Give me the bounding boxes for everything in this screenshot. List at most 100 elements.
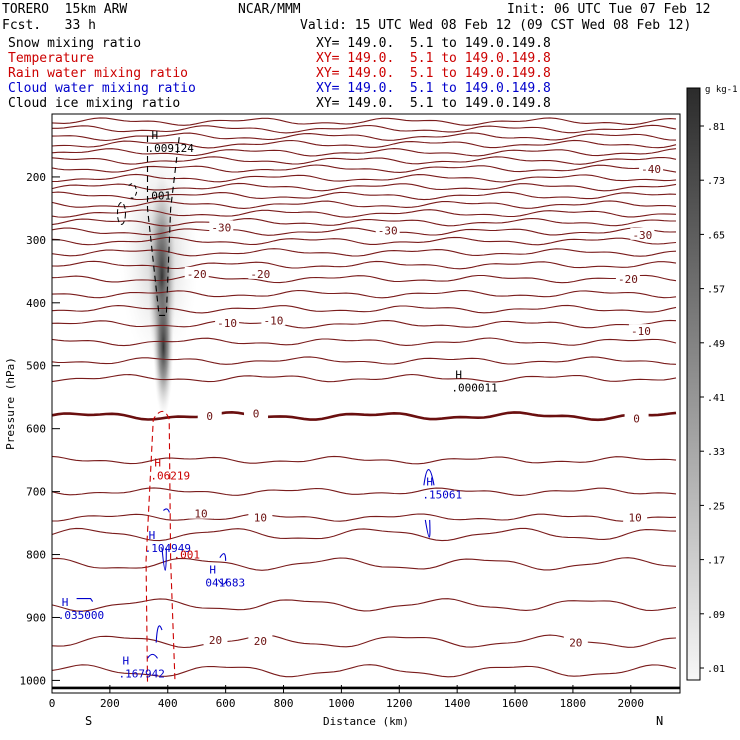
temperature-contour bbox=[51, 274, 677, 284]
temperature-contour bbox=[51, 557, 677, 571]
cloud-ice-contour bbox=[146, 135, 180, 316]
contour-label-mask bbox=[628, 324, 653, 337]
field-snow-name: Snow mixing ratio bbox=[8, 36, 142, 51]
field-maximum-label: .167942 bbox=[119, 668, 165, 681]
colorbar-label: .65 bbox=[707, 230, 725, 241]
x-tick-label: 400 bbox=[158, 697, 178, 710]
forecast-hour: Fcst. 33 h bbox=[2, 18, 96, 33]
temperature-contour bbox=[51, 487, 677, 496]
temperature-contour bbox=[52, 124, 677, 134]
temperature-contour-label: -30 bbox=[378, 224, 398, 237]
field-maximum-label: H bbox=[152, 129, 159, 142]
temperature-contour bbox=[51, 139, 677, 149]
temperature-contour bbox=[51, 164, 677, 173]
field-temperature-xy: XY= 149.0. 5.1 to 149.0.149.8 bbox=[316, 51, 551, 66]
north-end-label: N bbox=[656, 714, 663, 728]
field-temperature-name: Temperature bbox=[8, 51, 95, 66]
contour-label-mask bbox=[563, 635, 588, 648]
contour-label-mask bbox=[248, 633, 273, 646]
temperature-contour bbox=[51, 148, 677, 157]
temperature-contour bbox=[51, 260, 677, 270]
snow-plume-lower bbox=[153, 276, 174, 417]
cloud-water-contour bbox=[423, 469, 435, 538]
field-maximum-label: H bbox=[154, 456, 161, 469]
temperature-contour-label: -10 bbox=[631, 325, 651, 338]
init-time: Init: 06 UTC Tue 07 Feb 12 bbox=[507, 2, 711, 17]
field-cloud-ice-name: Cloud ice mixing ratio bbox=[8, 96, 181, 111]
field-cloud-water-xy: XY= 149.0. 5.1 to 149.0.149.8 bbox=[316, 81, 551, 96]
temperature-contour-label: -10 bbox=[217, 317, 237, 330]
contour-label-mask bbox=[623, 510, 648, 523]
field-maximum-label: H bbox=[209, 563, 216, 576]
y-axis-title: Pressure (hPa) bbox=[4, 357, 17, 450]
temperature-contour bbox=[51, 337, 677, 347]
temperature-contour bbox=[51, 236, 677, 246]
cloud-water-contour bbox=[76, 598, 94, 602]
field-maximum-label: 041683 bbox=[205, 576, 245, 589]
field-maximum-label: H bbox=[62, 596, 69, 609]
temperature-contour-label: -20 bbox=[187, 268, 207, 281]
field-rain-xy: XY= 149.0. 5.1 to 149.0.149.8 bbox=[316, 66, 551, 81]
temperature-contour bbox=[51, 248, 677, 257]
x-tick-label: 1200 bbox=[386, 697, 413, 710]
temperature-contour bbox=[51, 455, 677, 465]
temperature-contour bbox=[51, 373, 677, 383]
field-rain-name: Rain water mixing ratio bbox=[8, 66, 189, 81]
temperature-contour-label: 0 bbox=[206, 410, 213, 423]
model-title: TORERO 15km ARW bbox=[2, 2, 128, 17]
colorbar bbox=[686, 87, 701, 681]
field-maximum-label: .06219 bbox=[150, 469, 190, 482]
temperature-contour-label: -10 bbox=[263, 314, 283, 327]
contour-label-mask bbox=[615, 271, 640, 284]
y-tick-label: 700 bbox=[26, 486, 46, 499]
temperature-contour-label: 20 bbox=[254, 635, 267, 648]
field-snow-xy: XY= 149.0. 5.1 to 149.0.149.8 bbox=[316, 36, 551, 51]
temperature-contour bbox=[51, 117, 677, 126]
contour-label-mask bbox=[244, 406, 269, 419]
field-maximum-label: H bbox=[426, 475, 433, 488]
contour-label-mask bbox=[215, 315, 240, 328]
field-maximum-label: .001 bbox=[145, 190, 172, 203]
colorbar-label: .17 bbox=[707, 556, 725, 567]
colorbar-label: .73 bbox=[707, 176, 725, 187]
temperature-contour bbox=[51, 304, 677, 314]
field-maximum-label: .001 bbox=[174, 548, 201, 561]
contour-label-mask bbox=[248, 510, 273, 523]
x-tick-label: 800 bbox=[274, 697, 294, 710]
field-maximum-label: H bbox=[455, 368, 462, 381]
colorbar-label: .49 bbox=[707, 339, 725, 350]
cloud-ice-contour bbox=[128, 183, 138, 199]
y-tick-label: 500 bbox=[26, 360, 46, 373]
y-tick-label: 900 bbox=[26, 611, 46, 624]
field-maximum-label: .035000 bbox=[58, 609, 104, 622]
contour-label-mask bbox=[639, 161, 664, 174]
temperature-contour-label: 20 bbox=[569, 637, 582, 650]
field-cloud-ice-xy: XY= 149.0. 5.1 to 149.0.149.8 bbox=[316, 96, 551, 111]
cloud-ice-contour bbox=[116, 201, 126, 225]
x-tick-label: 600 bbox=[216, 697, 236, 710]
temperature-contour-label: 10 bbox=[254, 511, 267, 524]
temperature-contour-label: 10 bbox=[194, 508, 207, 521]
temperature-contour-label: 20 bbox=[209, 634, 222, 647]
temperature-contour bbox=[51, 527, 677, 542]
y-tick-label: 600 bbox=[26, 423, 46, 436]
temperature-contour bbox=[51, 356, 677, 365]
freezing-level-contour bbox=[51, 410, 677, 422]
temperature-contour bbox=[51, 209, 677, 218]
cloud-water-contour bbox=[161, 508, 170, 571]
contour-label-mask bbox=[261, 313, 286, 326]
temperature-contour bbox=[51, 200, 677, 209]
temperature-contour-label: -30 bbox=[211, 221, 231, 234]
temperature-contour bbox=[51, 217, 676, 227]
temperature-contour bbox=[51, 132, 677, 142]
x-axis-title: Distance (km) bbox=[323, 715, 409, 728]
contour-label-mask bbox=[248, 266, 273, 279]
rain-water-contour bbox=[145, 410, 176, 682]
temperature-contour-label: 0 bbox=[633, 413, 640, 426]
field-cloud-water-name: Cloud water mixing ratio bbox=[8, 81, 196, 96]
y-tick-label: 200 bbox=[26, 171, 46, 184]
temperature-contour bbox=[52, 513, 677, 522]
x-tick-label: 1000 bbox=[328, 697, 355, 710]
valid-time: Valid: 15 UTC Wed 08 Feb 12 (09 CST Wed … bbox=[300, 18, 692, 33]
